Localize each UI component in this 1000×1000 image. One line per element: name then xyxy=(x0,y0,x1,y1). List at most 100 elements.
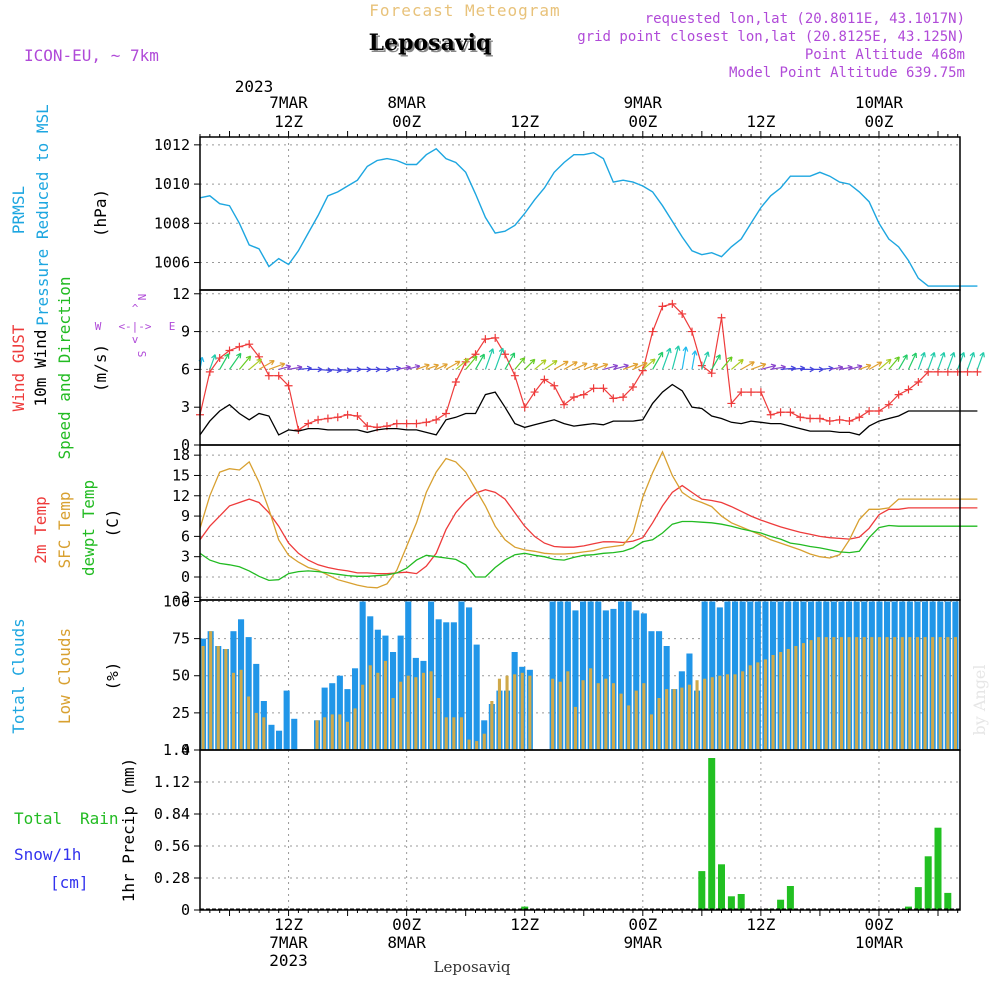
low-clouds-label: Low Clouds xyxy=(55,628,74,724)
wind-arrow xyxy=(652,351,664,370)
gust-point xyxy=(432,415,441,424)
wind-arrow xyxy=(465,355,478,370)
wind-arrow xyxy=(907,352,917,370)
clouds-ytick-label: 0 xyxy=(181,741,190,759)
top-axis-date: 10MAR xyxy=(855,93,904,112)
wind-arrow xyxy=(534,359,547,370)
plot-area: 1006100810101012036912-30369121518025507… xyxy=(154,131,985,919)
low-cloud-bar xyxy=(338,714,342,750)
wind-arrow xyxy=(593,362,609,370)
gust-point xyxy=(442,409,450,418)
total-cloud-bar xyxy=(359,601,366,750)
gust-point xyxy=(422,418,431,427)
low-cloud-bar xyxy=(437,698,441,750)
low-cloud-bar xyxy=(915,637,919,750)
low-cloud-bar xyxy=(513,674,517,750)
rain-bar xyxy=(698,871,706,910)
low-cloud-bar xyxy=(931,637,935,750)
pressure-ytick-label: 1008 xyxy=(154,214,190,232)
total-cloud-bar xyxy=(276,730,283,750)
rain-bar xyxy=(777,899,785,910)
low-cloud-bar xyxy=(877,637,881,750)
gust-point xyxy=(235,342,244,351)
wind-arrow xyxy=(426,363,439,370)
wind-arrow xyxy=(524,358,536,370)
low-cloud-bar xyxy=(832,637,836,750)
low-cloud-bar xyxy=(908,637,912,750)
low-cloud-bar xyxy=(467,739,471,750)
wind-arrow xyxy=(937,351,946,370)
rain-bar xyxy=(944,892,952,910)
low-cloud-bar xyxy=(345,721,349,750)
gust-point xyxy=(737,388,746,397)
rain-bar xyxy=(934,827,942,910)
wind-arrow xyxy=(435,363,448,370)
wind-arrow xyxy=(671,345,681,370)
low-cloud-bar xyxy=(710,677,714,750)
wind-arrow xyxy=(544,360,558,370)
low-cloud-bar xyxy=(779,652,783,750)
wind-arrow xyxy=(760,363,777,370)
gust-point xyxy=(510,371,519,380)
gust-point xyxy=(560,400,569,409)
model-label: ICON-EU, ~ 7km xyxy=(24,46,159,65)
top-axis-hour: 00Z xyxy=(392,112,421,131)
low-cloud-bar xyxy=(528,675,532,750)
gust-point xyxy=(668,299,677,308)
gust-point xyxy=(628,383,637,392)
temp-ytick-label: 0 xyxy=(181,568,190,586)
low-cloud-bar xyxy=(733,674,737,750)
gust-point xyxy=(717,313,726,322)
compass-s: S xyxy=(135,351,148,358)
low-cloud-bar xyxy=(741,671,745,750)
gust-point xyxy=(284,381,293,390)
dewpt-line xyxy=(199,520,978,582)
low-cloud-bar xyxy=(862,637,866,750)
rain-bar xyxy=(924,856,932,910)
gust-point xyxy=(766,410,775,419)
low-cloud-bar xyxy=(665,689,669,750)
top-axis-hour: 00Z xyxy=(628,112,657,131)
gust-point xyxy=(648,327,657,336)
low-cloud-bar xyxy=(406,675,410,750)
low-cloud-bar xyxy=(900,637,904,750)
gust-point xyxy=(264,371,273,380)
gust-point xyxy=(835,415,844,424)
wind-arrow xyxy=(681,346,689,370)
total-cloud-bar xyxy=(253,663,260,750)
low-cloud-bar xyxy=(839,637,843,750)
wind-arrow xyxy=(661,347,672,370)
wind-arrow xyxy=(957,351,966,370)
low-cloud-bar xyxy=(642,683,646,750)
wind-arrow xyxy=(888,356,900,370)
gust-point xyxy=(599,384,608,393)
total-cloud-bar xyxy=(458,601,465,750)
low-cloud-bar xyxy=(376,672,380,750)
low-cloud-bar xyxy=(801,643,805,750)
low-cloud-bar xyxy=(627,705,631,750)
gust-point xyxy=(884,400,893,409)
total-cloud-bar xyxy=(701,601,708,750)
low-cloud-bar xyxy=(482,733,486,750)
gust-point xyxy=(855,413,864,422)
low-cloud-bar xyxy=(315,720,319,750)
low-cloud-bar xyxy=(604,678,608,750)
precip-ytick-label: 0.28 xyxy=(154,869,190,887)
wind-arrow xyxy=(976,351,985,370)
temp-ytick-label: 3 xyxy=(181,548,190,566)
low-cloud-bar xyxy=(649,714,653,750)
low-cloud-bar xyxy=(687,684,691,750)
top-axis-date: 7MAR xyxy=(269,93,308,112)
low-cloud-bar xyxy=(596,683,600,750)
gust-point xyxy=(363,422,372,431)
gust-point xyxy=(225,346,234,355)
gust-point xyxy=(619,393,628,402)
low-cloud-bar xyxy=(634,690,638,750)
low-cloud-bar xyxy=(421,672,425,750)
low-cloud-bar xyxy=(216,646,220,750)
temp-2m-label: 2m Temp xyxy=(31,496,50,563)
precip-frame xyxy=(199,749,961,911)
low-cloud-bar xyxy=(201,646,205,750)
bottom-axis-date: 10MAR xyxy=(855,933,904,952)
